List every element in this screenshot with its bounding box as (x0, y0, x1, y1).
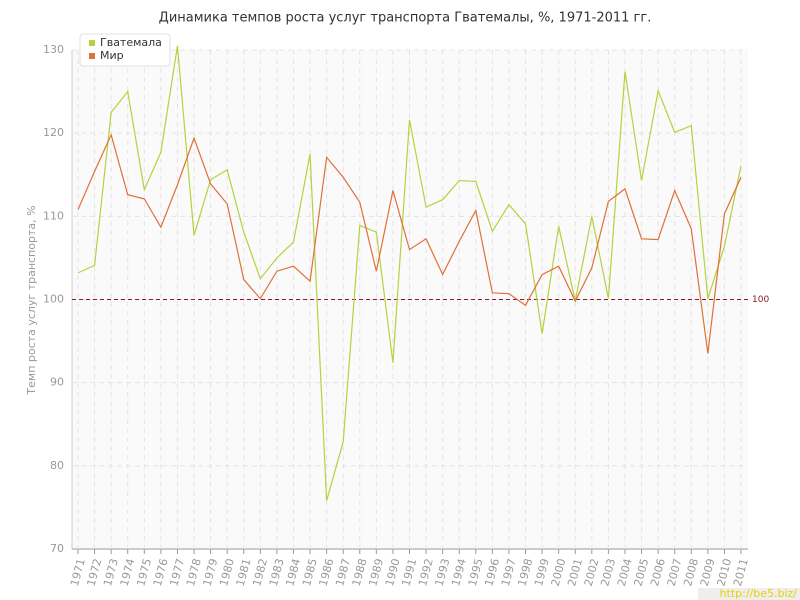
y-axis-label: Темп роста услуг транспорта, % (25, 205, 38, 395)
legend-label: Мир (100, 49, 124, 62)
watermark: http://be5.biz/ (720, 587, 798, 600)
legend-box (79, 33, 171, 67)
y-tick-label: 80 (50, 459, 64, 472)
watermark-bg (698, 588, 800, 600)
y-tick-label: 110 (43, 209, 64, 222)
legend-swatch (89, 40, 95, 46)
y-tick-label: 130 (43, 43, 64, 56)
chart-title: Динамика темпов роста услуг транспорта Г… (159, 11, 652, 26)
y-tick-label: 90 (50, 376, 64, 389)
y-tick-label: 70 (50, 542, 64, 555)
y-tick-label: 120 (43, 126, 64, 139)
x-tick-label: 2011 (731, 557, 751, 587)
y-tick-label: 100 (43, 293, 64, 306)
legend-swatch (89, 53, 95, 59)
series-line (77, 133, 742, 354)
reference-label: 100 (752, 295, 769, 305)
legend-label: Гватемала (100, 36, 162, 49)
series-line (77, 45, 742, 501)
